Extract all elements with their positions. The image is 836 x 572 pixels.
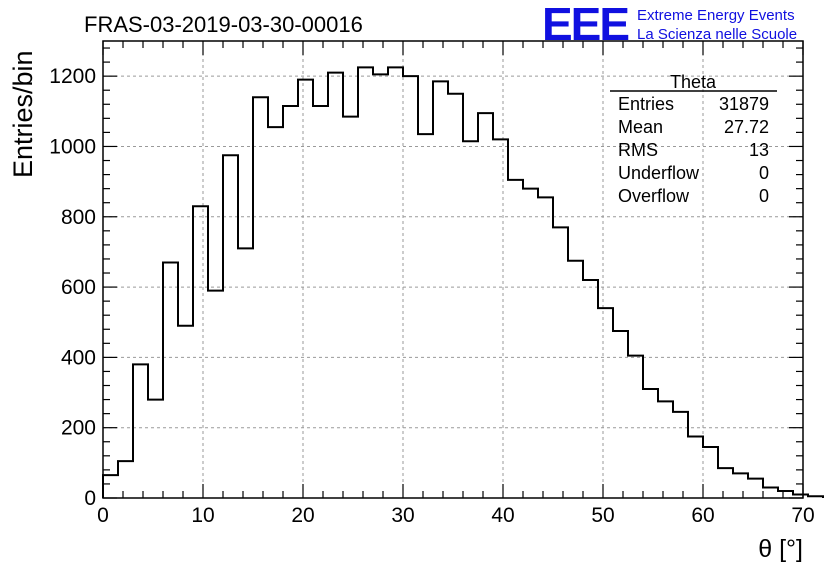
x-tick-label: 40: [491, 504, 514, 527]
y-tick-label: 800: [61, 206, 96, 229]
stats-title: Theta: [670, 72, 717, 92]
stats-value-underflow: 0: [759, 163, 769, 183]
eee-logo: EEE Extreme Energy Events La Scienza nel…: [542, 0, 797, 50]
x-tick-label: 60: [691, 504, 714, 527]
stats-label-mean: Mean: [618, 117, 663, 137]
x-tick-label: 0: [97, 504, 109, 527]
stats-box: Theta Entries 31879 Mean 27.72 RMS 13 Un…: [610, 72, 777, 206]
x-tick-label: 50: [591, 504, 614, 527]
y-tick-label: 1000: [49, 135, 96, 158]
run-title: FRAS-03-2019-03-30-00016: [84, 12, 363, 37]
x-tick-label: 30: [391, 504, 414, 527]
histogram-series: [102, 66, 824, 498]
logo-line-1: Extreme Energy Events: [637, 7, 795, 24]
y-axis-label: Entries/bin: [8, 50, 38, 178]
stats-label-entries: Entries: [618, 94, 674, 114]
y-tick-label: 200: [61, 417, 96, 440]
y-tick-label: 600: [61, 276, 96, 299]
x-axis-label: θ [°]: [758, 535, 803, 563]
plot-frame: [102, 40, 804, 499]
stats-value-entries: 31879: [719, 94, 769, 114]
x-tick-label: 20: [291, 504, 314, 527]
stats-label-underflow: Underflow: [618, 163, 700, 183]
x-tick-label: 70: [791, 504, 814, 527]
logo-mark: EEE: [542, 0, 628, 50]
y-tick-label: 400: [61, 346, 96, 369]
grid-lines: [103, 41, 803, 498]
stats-value-rms: 13: [749, 140, 769, 160]
stats-value-overflow: 0: [759, 186, 769, 206]
y-tick-label: 0: [84, 487, 96, 510]
y-tick-label: 1200: [49, 65, 96, 88]
stats-value-mean: 27.72: [724, 117, 769, 137]
axis-tick-labels: 0 10 20 30 40 50 60 70 0 200 400 600 800 1000 1200: [49, 65, 814, 527]
x-tick-label: 10: [191, 504, 214, 527]
logo-line-2: La Scienza nelle Scuole: [637, 26, 797, 43]
stats-label-overflow: Overflow: [618, 186, 690, 206]
axis-ticks: [102, 41, 804, 499]
stats-label-rms: RMS: [618, 140, 658, 160]
